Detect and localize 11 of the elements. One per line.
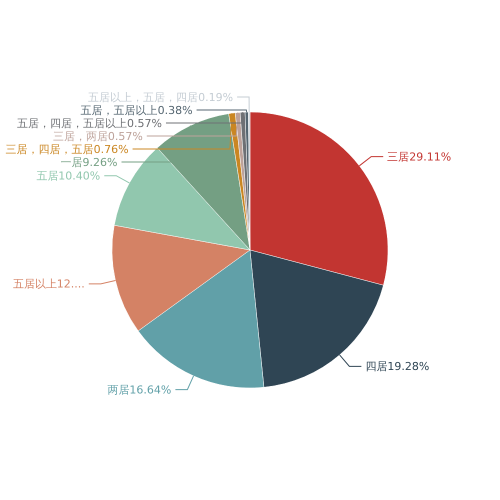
slice-label: 三居，四居，五居0.76% (6, 142, 129, 156)
slice-label: 五居以上，五居，四居0.19% (88, 90, 234, 104)
slice-label: 一居9.26% (60, 156, 118, 169)
slice-label: 五居，五居以上0.38% (80, 104, 193, 117)
slice-label: 两居16.64% (107, 383, 172, 396)
slice-label: 五居以上12.... (12, 278, 85, 291)
slice-label: 三居29.11% (387, 150, 452, 164)
slice-label: 四居19.28% (365, 360, 430, 374)
slice-label: 五居，四居，五居以上0.57% (17, 116, 162, 130)
slice-label: 三居，两居0.57% (52, 130, 143, 143)
slice-label: 五居10.40% (36, 170, 100, 183)
